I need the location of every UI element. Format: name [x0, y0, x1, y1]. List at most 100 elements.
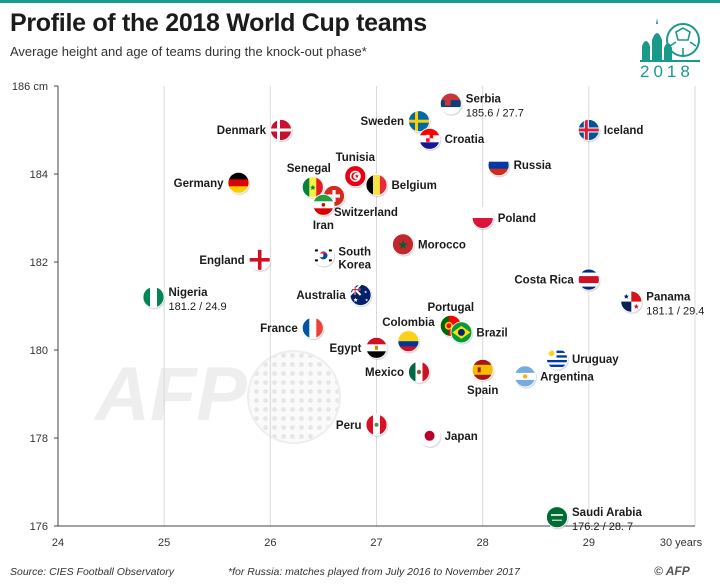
point-label: Argentina	[540, 371, 594, 383]
point-label: Croatia	[445, 134, 485, 146]
england-flag-icon	[249, 249, 271, 271]
iran-flag-icon	[312, 194, 334, 216]
point-label: Russia	[514, 160, 552, 172]
point-value-label: 185.6 / 27.7	[466, 108, 524, 120]
world-cup-kremlin-ball-icon: 2018	[640, 18, 700, 81]
point-label: Switzerland	[334, 207, 398, 219]
y-tick-label: 180	[30, 345, 48, 357]
y-tick-label: 178	[30, 433, 48, 445]
x-tick-label: 24	[52, 537, 64, 549]
data-point-senegal: Senegal	[287, 163, 331, 200]
footnote: *for Russia: matches played from July 20…	[228, 566, 520, 578]
data-point-japan: Japan	[418, 424, 478, 448]
x-tick-label: 30 years	[660, 537, 703, 549]
point-label: Iceland	[604, 125, 644, 137]
data-point-nigeria: Nigeria 181.2 / 24.9	[142, 286, 227, 313]
sweden-flag-icon	[408, 110, 430, 132]
south-korea-flag-icon	[312, 244, 334, 266]
point-label: Panama	[646, 292, 691, 304]
point-label: Senegal	[287, 163, 331, 175]
japan-flag-icon	[419, 425, 441, 447]
point-label: Morocco	[418, 239, 466, 251]
page-title: Profile of the 2018 World Cup teams	[10, 9, 427, 37]
australia-flag-icon	[350, 284, 372, 306]
top-accent-rule	[0, 0, 720, 3]
croatia-flag-icon	[419, 128, 441, 150]
point-label: Germany	[174, 178, 224, 190]
data-point-iran: Iran	[312, 193, 336, 232]
x-tick-label: 29	[583, 537, 595, 549]
point-label-line2: Korea	[338, 259, 371, 271]
data-point-belgium: Belgium	[365, 174, 437, 198]
uruguay-flag-icon	[546, 348, 568, 370]
point-value-label: 181.1 / 29.4	[646, 306, 704, 318]
data-point-saudi-arabia: Saudi Arabia 176.2 / 28. 7	[546, 506, 642, 533]
y-tick-label: 184	[30, 169, 48, 181]
x-tick-label: 26	[264, 537, 276, 549]
data-point-mexico: Mexico	[365, 361, 431, 385]
point-label: Portugal	[427, 302, 474, 314]
chart-points: Serbia 185.6 / 27.7 Denmark Iceland Sweden Cr…	[142, 92, 704, 533]
point-value-label: 176.2 / 28. 7	[572, 521, 633, 533]
afp-credit: © AFP	[654, 564, 690, 578]
tunisia-flag-icon	[344, 165, 366, 187]
point-label: Australia	[296, 290, 346, 302]
point-label: Egypt	[330, 343, 362, 355]
point-label: Colombia	[382, 317, 435, 329]
point-label: Serbia	[466, 94, 502, 106]
point-label: Iran	[313, 220, 334, 232]
panama-flag-icon	[620, 291, 642, 313]
data-point-brazil: Brazil	[450, 321, 508, 345]
russia-flag-icon	[488, 154, 510, 176]
saudi-arabia-flag-icon	[546, 506, 568, 528]
data-point-france: France	[260, 317, 325, 341]
data-point-denmark: Denmark	[217, 119, 293, 143]
data-point-tunisia: Tunisia	[336, 152, 376, 189]
x-tick-label: 28	[477, 537, 489, 549]
point-label: Brazil	[476, 327, 507, 339]
colombia-flag-icon	[397, 330, 419, 352]
morocco-flag-icon	[392, 233, 414, 255]
data-point-morocco: Morocco	[392, 233, 466, 257]
data-point-egypt: Egypt	[330, 336, 389, 360]
data-point-spain: Spain	[467, 358, 498, 397]
point-label: Mexico	[365, 367, 404, 379]
data-point-russia: Russia	[487, 154, 552, 178]
point-label: Belgium	[392, 180, 437, 192]
afp-watermark: AFP	[93, 350, 341, 444]
y-tick-label: 182	[30, 257, 48, 269]
point-label: Saudi Arabia	[572, 507, 642, 519]
data-point-croatia: Croatia	[418, 127, 485, 151]
argentina-flag-icon	[514, 365, 536, 387]
peru-flag-icon	[366, 414, 387, 436]
point-label: France	[260, 323, 298, 335]
point-label: Uruguay	[572, 354, 619, 366]
data-point-australia: Australia	[296, 284, 373, 308]
point-value-label: 181.2 / 24.9	[169, 301, 227, 313]
data-point-england: England	[199, 248, 272, 272]
costa-rica-flag-icon	[578, 269, 600, 291]
golf-ball-watermark-icon	[247, 350, 341, 444]
point-label: Peru	[336, 420, 362, 432]
brazil-flag-icon	[450, 321, 472, 343]
point-label: Japan	[445, 431, 478, 443]
denmark-flag-icon	[270, 119, 292, 141]
data-point-germany: Germany	[174, 171, 251, 195]
data-point-serbia: Serbia 185.6 / 27.7	[439, 92, 524, 120]
chart-axes: 24 25 26 27 28 29 30 years 176 178 180 182 184 186 c…	[12, 81, 703, 549]
data-point-poland: Poland	[471, 207, 536, 231]
data-point-colombia: Colombia	[382, 317, 435, 354]
france-flag-icon	[302, 317, 324, 339]
watermark-text: AFP	[93, 352, 247, 437]
point-label: England	[199, 255, 244, 267]
logo-year: 2018	[640, 62, 694, 81]
data-point-argentina: Argentina	[514, 365, 594, 389]
spain-flag-icon	[472, 359, 494, 381]
source-note: Source: CIES Football Observatory	[10, 566, 174, 578]
x-tick-label: 27	[370, 537, 382, 549]
data-point-uruguay: Uruguay	[546, 347, 619, 371]
iceland-flag-icon	[578, 119, 600, 141]
senegal-flag-icon	[302, 176, 324, 198]
